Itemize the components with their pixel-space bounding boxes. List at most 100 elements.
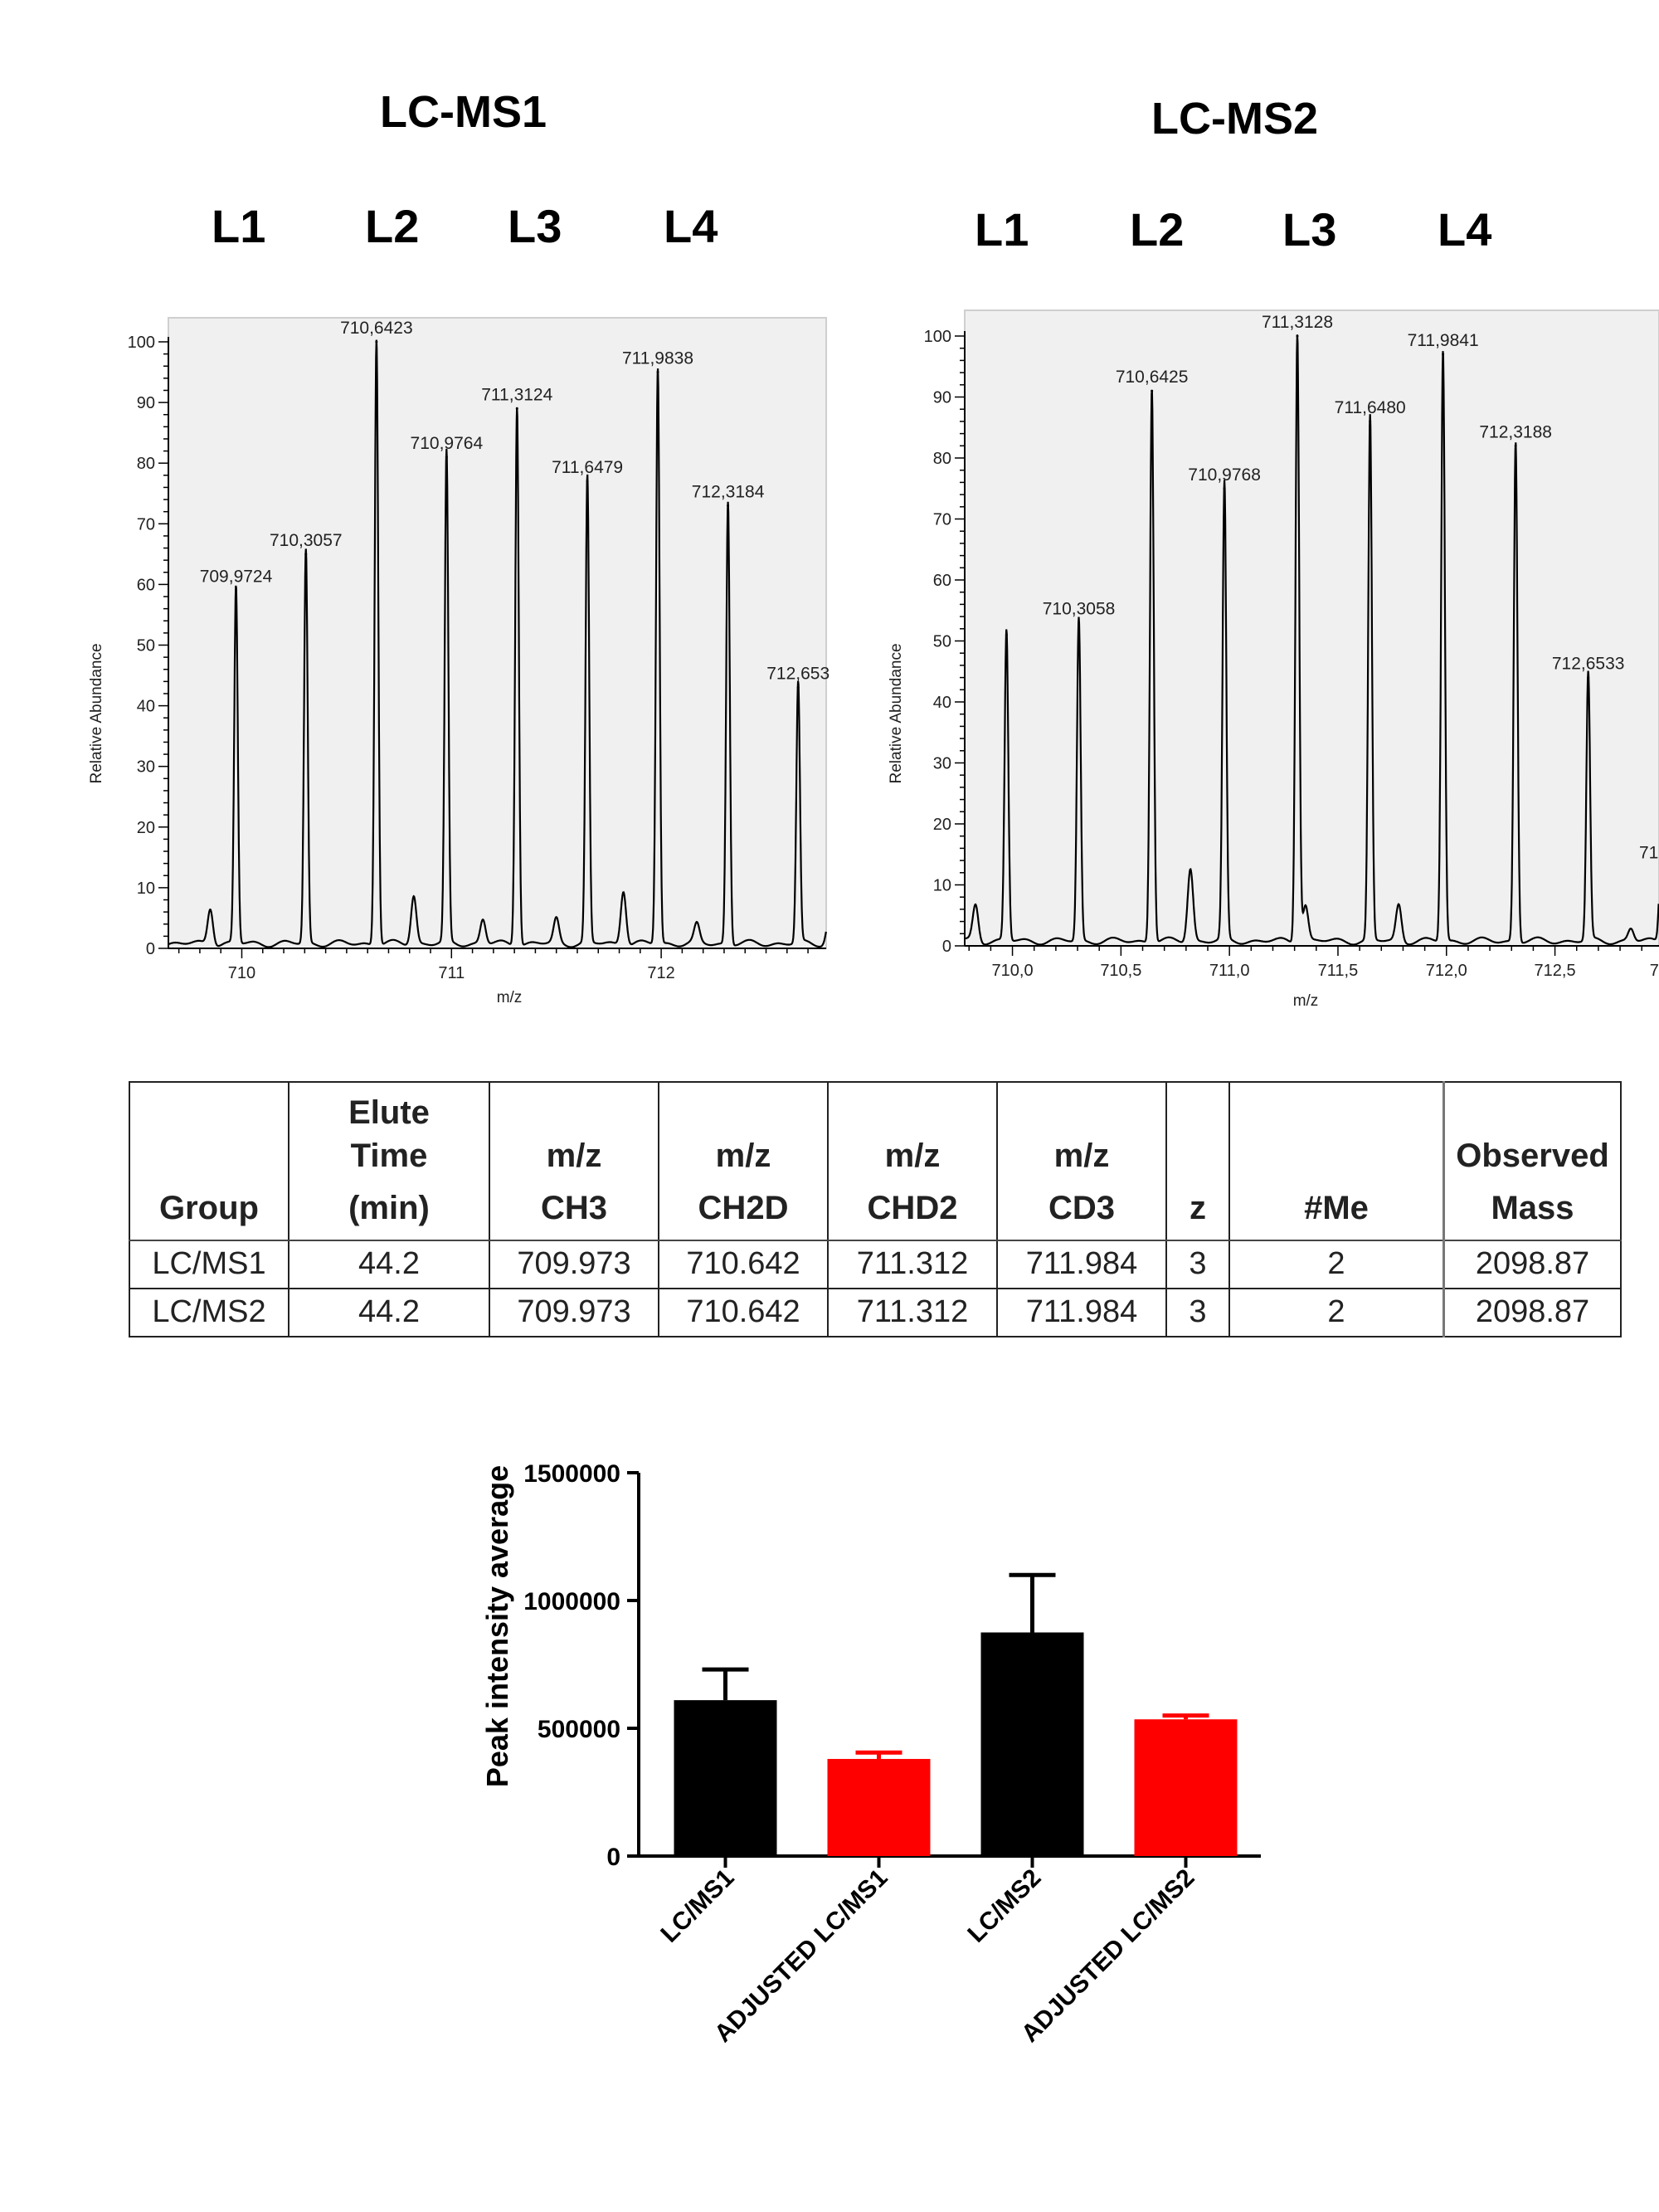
table-header-cell: #Me <box>1228 1177 1445 1241</box>
bar-y-tick-label: 0 <box>606 1844 620 1871</box>
s2-x-tick-label: 710,5 <box>1100 962 1141 980</box>
table-cell: 711.984 <box>996 1287 1167 1338</box>
table-header-cell <box>1228 1080 1445 1178</box>
s2-x-tick-label: 712,0 <box>1426 962 1467 980</box>
s2-peak-6 <box>1442 353 1445 356</box>
ms2-title: LC-MS2 <box>1151 94 1318 144</box>
table-cell: 709.973 <box>489 1239 659 1289</box>
table-cell: 44.2 <box>288 1287 490 1338</box>
s2-peak-label: 712,6533 <box>1552 655 1625 674</box>
s1-x-tick-label: 712 <box>647 964 674 982</box>
table-cell: 710.642 <box>658 1287 829 1338</box>
table-row: LC/MS1 44.2 709.973 710.642 711.312 711.… <box>129 1239 1622 1289</box>
ms1-label-l1: L1 <box>212 200 266 252</box>
s2-x-tick-label: 711,0 <box>1209 962 1250 980</box>
table-cell: 711.312 <box>827 1239 998 1289</box>
table-header-cell: m/z <box>827 1080 998 1178</box>
s1-y-tick-label: 30 <box>137 758 155 777</box>
table-header-cell: Mass <box>1443 1177 1622 1241</box>
s1-y-tick-label: 20 <box>137 819 155 837</box>
s2-peak-8 <box>1587 676 1590 680</box>
ms2-label-l2: L2 <box>1130 203 1185 256</box>
table-cell: 2098.87 <box>1443 1239 1622 1289</box>
table-cell: LC/MS2 <box>129 1287 289 1338</box>
s2-peak-5 <box>1369 420 1372 423</box>
s1-peak-label: 710,3057 <box>270 531 343 550</box>
table-header-row-1: Elute Time m/z m/z m/z m/z Observed <box>129 1080 1622 1178</box>
table-header-cell: m/z <box>658 1080 829 1178</box>
table-header-cell: z <box>1165 1177 1230 1241</box>
s1-y-tick-label: 10 <box>137 879 155 898</box>
table-cell: 2 <box>1228 1287 1445 1338</box>
bar-3 <box>1134 1719 1238 1856</box>
s2-peak-label: 711,3128 <box>1262 313 1333 332</box>
s1-y-tick-label: 0 <box>146 940 155 958</box>
s2-peak-3 <box>1223 487 1226 490</box>
s2-x-tick-label: 712,5 <box>1535 962 1576 980</box>
s1-y-tick-label: 60 <box>137 576 155 594</box>
table-header-cell: Elute Time <box>288 1080 490 1178</box>
s2-x-tick-label: 711,5 <box>1318 962 1359 980</box>
table-header-cell: Observed <box>1443 1080 1622 1178</box>
ms1-label-l3: L3 <box>508 200 562 252</box>
s2-peak-label: 711,9841 <box>1408 331 1479 350</box>
s2-peak-7 <box>1514 444 1517 447</box>
s1-peak-label: 710,6423 <box>340 319 413 338</box>
bar-y-tick-label: 1500000 <box>523 1460 620 1488</box>
s1-peak-0 <box>235 589 238 592</box>
s1-peak-6 <box>656 371 659 374</box>
table-cell: 709.973 <box>489 1287 659 1338</box>
s1-peak-3 <box>445 456 448 459</box>
table-cell: 710.642 <box>658 1239 829 1289</box>
table-cell: 2 <box>1228 1239 1445 1289</box>
ms1-label-l2: L2 <box>365 200 420 252</box>
s1-peak-5 <box>586 480 589 483</box>
table-cell: 3 <box>1165 1239 1230 1289</box>
s2-y-tick-label: 20 <box>933 816 951 834</box>
table-header-cell: CH3 <box>489 1177 659 1241</box>
table-cell: 3 <box>1165 1287 1230 1338</box>
s1-x-tick-label: 710 <box>228 964 255 982</box>
s1-x-tick-label: 711 <box>438 964 465 982</box>
s1-peak-label: 709,9724 <box>200 568 273 587</box>
table-header-cell <box>1165 1080 1230 1178</box>
ms2-label-l1: L1 <box>975 203 1029 256</box>
ms1-spectrum-chart: 0 10 20 30 40 50 60 70 80 90 100 710 711 712 709,9724… <box>88 317 830 1006</box>
table-row: LC/MS2 44.2 709.973 710.642 711.312 711.… <box>129 1287 1622 1338</box>
s1-peak-4 <box>515 407 518 410</box>
bar-category-label: ADJUSTED LC/MS2 <box>1016 1864 1199 2048</box>
mass-table: Elute Time m/z m/z m/z m/z Observed Grou… <box>129 1080 1622 1338</box>
s2-peak-0 <box>1005 633 1008 636</box>
s2-peak-label: 710,6425 <box>1116 368 1189 387</box>
table-header-cell: m/z <box>489 1080 659 1178</box>
s2-y-tick-label: 30 <box>933 755 951 773</box>
s1-peak-2 <box>375 340 378 343</box>
ms1-x-axis-title: m/z <box>497 989 523 1006</box>
s1-y-tick-label: 40 <box>137 698 155 716</box>
bar-1 <box>827 1758 931 1856</box>
s1-y-tick-label: 90 <box>137 394 155 412</box>
s1-peak-label: 711,3124 <box>481 385 552 404</box>
bar-category-label: LC/MS1 <box>655 1864 739 1948</box>
s2-peak-label: 712,3188 <box>1479 422 1552 441</box>
ms2-label-l4: L4 <box>1438 203 1492 256</box>
s1-peak-label: 711,6479 <box>552 458 623 477</box>
s1-peak-label: 712,3184 <box>692 482 765 501</box>
bar-y-tick-label: 1000000 <box>523 1588 620 1615</box>
bar-category-label: LC/MS2 <box>962 1864 1046 1948</box>
s2-y-tick-label: 50 <box>933 633 951 651</box>
s2-y-tick-label: 40 <box>933 694 951 712</box>
s2-y-tick-label: 90 <box>933 389 951 407</box>
table-cell: 2098.87 <box>1443 1287 1622 1338</box>
bar-category-label: ADJUSTED LC/MS1 <box>709 1864 893 2048</box>
s1-peak-label: 711,9838 <box>622 349 693 368</box>
s2-peak-2 <box>1151 389 1154 392</box>
s2-peak-label: 710,3058 <box>1043 599 1116 618</box>
ms1-label-l4: L4 <box>664 200 718 252</box>
ms2-x-axis-title: m/z <box>1293 992 1319 1010</box>
s2-peak-4 <box>1296 334 1299 338</box>
table-header-cell <box>129 1080 289 1178</box>
ms2-y-axis-title: Relative Abundance <box>888 643 905 783</box>
ms1-title: LC-MS1 <box>380 87 547 137</box>
